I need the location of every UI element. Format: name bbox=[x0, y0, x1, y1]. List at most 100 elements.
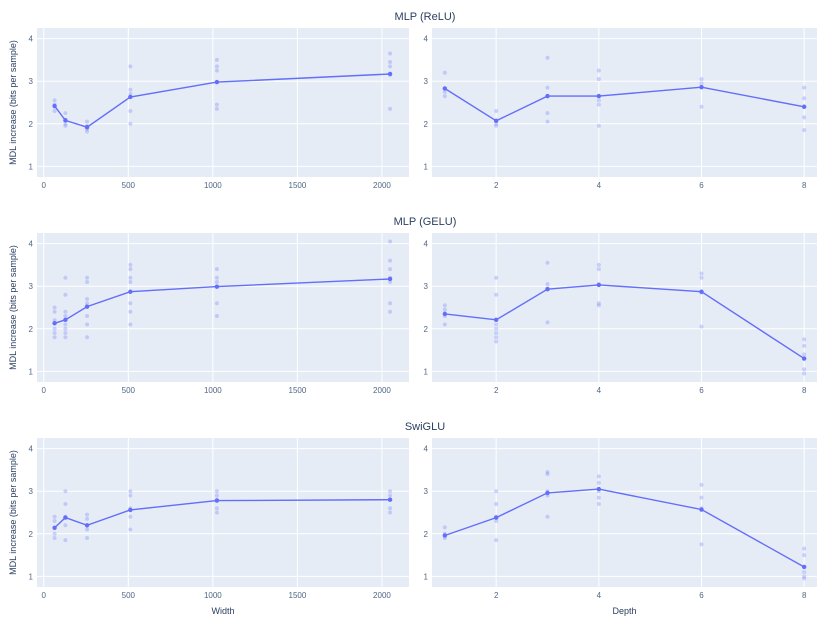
mean-point bbox=[84, 304, 90, 309]
run-point bbox=[494, 123, 499, 128]
mean-point bbox=[699, 507, 704, 512]
run-point bbox=[699, 104, 704, 109]
run-point bbox=[128, 527, 133, 532]
mean-point bbox=[387, 497, 393, 502]
run-point bbox=[802, 546, 807, 551]
chart-panel-3: 1 2 3 4 0 500 1000 1500 2000 MLP (GELU) MDL increa… bbox=[8, 216, 456, 395]
run-point bbox=[545, 282, 550, 287]
mean-line bbox=[54, 73, 391, 128]
y-tick-label: 3 bbox=[29, 77, 34, 86]
y-tick-label: 4 bbox=[29, 240, 34, 249]
run-point bbox=[699, 482, 704, 487]
run-point bbox=[85, 275, 90, 280]
run-point bbox=[388, 309, 393, 314]
run-point bbox=[596, 123, 601, 128]
run-point bbox=[388, 510, 393, 515]
run-point bbox=[52, 309, 57, 314]
run-point bbox=[214, 510, 219, 515]
run-point bbox=[699, 271, 704, 276]
run-point bbox=[63, 275, 68, 280]
run-point bbox=[128, 279, 133, 284]
run-point bbox=[85, 335, 90, 340]
y-tick-label: 4 bbox=[29, 35, 34, 44]
mean-line bbox=[54, 499, 391, 529]
run-point bbox=[596, 262, 601, 267]
x-tick-label: 6 bbox=[699, 181, 704, 190]
run-point bbox=[545, 472, 550, 477]
run-point bbox=[85, 301, 90, 306]
run-point bbox=[545, 119, 550, 124]
x-axis-title: Depth bbox=[612, 606, 636, 616]
mean-point bbox=[545, 93, 550, 99]
mean-line bbox=[444, 284, 805, 360]
run-point bbox=[699, 495, 704, 500]
run-point bbox=[802, 371, 807, 376]
mean-point bbox=[596, 282, 602, 288]
run-point bbox=[214, 68, 219, 73]
run-point bbox=[63, 322, 68, 327]
x-tick-label: 1500 bbox=[289, 386, 307, 395]
run-point bbox=[85, 516, 90, 521]
x-tick-label: 2000 bbox=[373, 181, 391, 190]
run-point bbox=[388, 64, 393, 69]
run-point bbox=[52, 519, 57, 524]
mean-point bbox=[699, 84, 704, 90]
run-point bbox=[52, 305, 57, 310]
x-tick-label: 4 bbox=[597, 591, 602, 600]
run-point bbox=[52, 536, 57, 541]
mean-point bbox=[545, 286, 550, 292]
plot-area bbox=[37, 438, 409, 587]
run-point bbox=[596, 501, 601, 506]
run-point bbox=[214, 64, 219, 69]
run-point bbox=[63, 523, 68, 528]
run-point bbox=[442, 94, 447, 99]
mean-point bbox=[214, 498, 220, 503]
run-point bbox=[442, 70, 447, 75]
run-point bbox=[63, 123, 68, 128]
run-point bbox=[596, 474, 601, 479]
run-point bbox=[442, 307, 447, 312]
chart-panel-6: 1 2 3 4 2 4 6 8 Depth bbox=[424, 438, 817, 616]
run-point bbox=[85, 527, 90, 532]
run-point bbox=[63, 292, 68, 297]
run-point bbox=[52, 109, 57, 114]
y-tick-label: 3 bbox=[424, 77, 429, 86]
mean-point bbox=[442, 311, 448, 317]
run-point bbox=[388, 106, 393, 111]
run-point bbox=[802, 570, 807, 575]
run-point bbox=[388, 60, 393, 65]
run-point bbox=[545, 320, 550, 325]
run-point bbox=[63, 121, 68, 126]
run-point bbox=[85, 129, 90, 134]
y-tick-label: 4 bbox=[424, 240, 429, 249]
run-point bbox=[52, 326, 57, 331]
run-point bbox=[699, 275, 704, 280]
y-axis-title: MDL increase (bits per sample) bbox=[8, 40, 18, 165]
x-tick-label: 4 bbox=[597, 386, 602, 395]
x-tick-label: 4 bbox=[597, 181, 602, 190]
run-point bbox=[63, 309, 68, 314]
run-point bbox=[128, 275, 133, 280]
y-tick-label: 3 bbox=[29, 487, 34, 496]
y-tick-label: 3 bbox=[424, 282, 429, 291]
plot-area bbox=[432, 233, 817, 382]
run-point bbox=[85, 512, 90, 517]
run-point bbox=[596, 301, 601, 306]
mean-point bbox=[387, 276, 393, 282]
run-point bbox=[128, 109, 133, 114]
x-tick-label: 8 bbox=[802, 386, 807, 395]
mean-point bbox=[63, 317, 68, 323]
run-point bbox=[596, 98, 601, 103]
run-point bbox=[214, 279, 219, 284]
x-tick-label: 1500 bbox=[289, 181, 307, 190]
run-point bbox=[85, 314, 90, 319]
panel-title: MLP (ReLU) bbox=[395, 11, 456, 23]
x-tick-label: 2 bbox=[494, 591, 499, 600]
run-point bbox=[388, 506, 393, 511]
mean-point bbox=[128, 94, 133, 100]
x-tick-label: 1000 bbox=[204, 591, 222, 600]
x-tick-label: 0 bbox=[42, 386, 47, 395]
run-point bbox=[214, 489, 219, 494]
run-point bbox=[85, 536, 90, 541]
mean-point bbox=[801, 104, 807, 109]
